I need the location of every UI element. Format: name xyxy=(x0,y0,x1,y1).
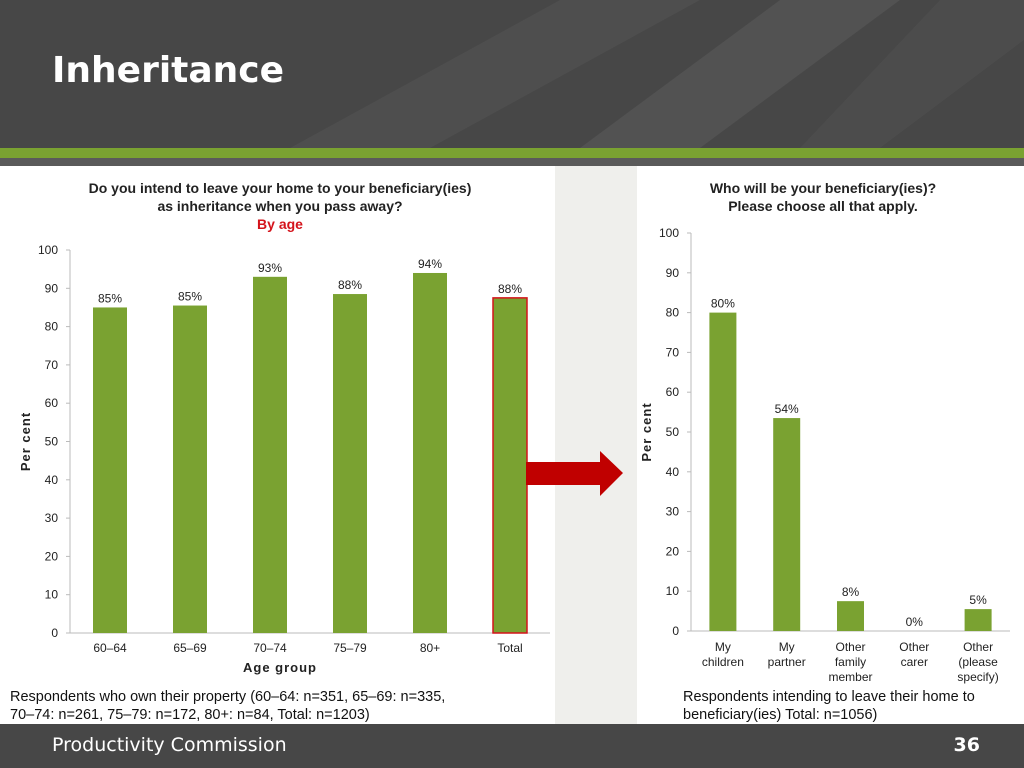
right-category-label: partner xyxy=(768,655,806,669)
right-y-tick-label: 40 xyxy=(666,465,680,479)
slide-footer: Productivity Commission 36 xyxy=(0,724,1024,768)
left-data-label: 85% xyxy=(98,291,122,305)
right-category-label: My xyxy=(779,640,795,654)
right-y-tick-label: 100 xyxy=(659,226,679,240)
right-chart-title: Who will be your beneficiary(ies)? Pleas… xyxy=(660,179,986,215)
right-category-label: Other xyxy=(835,640,865,654)
right-data-label: 8% xyxy=(842,585,860,599)
left-bar xyxy=(492,297,528,634)
left-bar xyxy=(253,276,287,633)
left-data-label: 93% xyxy=(258,261,282,275)
left-category-label: Total xyxy=(497,641,522,655)
left-y-tick-label: 50 xyxy=(45,435,59,449)
left-bar-chart: 0 10 20 30 40 50 60 70 80 90 100 Per cent Age group 8… xyxy=(18,243,550,675)
left-x-axis-label: Age group xyxy=(243,660,317,675)
left-data-label: 88% xyxy=(338,278,362,292)
header-decoration xyxy=(290,0,1024,148)
left-category-label: 65–69 xyxy=(173,641,207,655)
left-y-tick-label: 0 xyxy=(51,626,58,640)
left-y-tick-label: 40 xyxy=(45,473,59,487)
right-category-label: children xyxy=(702,655,744,669)
arrow-right-icon xyxy=(526,451,623,496)
right-y-tick-label: 90 xyxy=(666,266,680,280)
left-bar xyxy=(413,272,447,633)
right-y-tick-label: 50 xyxy=(666,425,680,439)
right-y-tick-label: 70 xyxy=(666,345,680,359)
right-category-label: carer xyxy=(901,655,928,669)
right-bar xyxy=(837,601,864,631)
right-category-label: (please xyxy=(958,655,998,669)
slide-title: Inheritance xyxy=(52,50,285,91)
left-chart-note-line-1: Respondents who own their property (60–6… xyxy=(10,689,446,705)
right-bar xyxy=(709,312,737,631)
left-category-label: 75–79 xyxy=(333,641,367,655)
right-y-tick-label: 10 xyxy=(666,584,680,598)
right-chart-title-line-2: Please choose all that apply. xyxy=(728,198,918,214)
right-bar xyxy=(964,609,992,631)
page-number: 36 xyxy=(953,734,980,756)
left-y-axis-label: Per cent xyxy=(18,412,33,471)
organisation-name: Productivity Commission xyxy=(52,734,287,756)
right-chart-note: Respondents intending to leave their hom… xyxy=(683,688,1013,724)
right-data-label: 54% xyxy=(775,402,799,416)
right-category-label: Other xyxy=(963,640,993,654)
left-y-tick-label: 20 xyxy=(45,549,59,563)
left-category-label: 60–64 xyxy=(93,641,127,655)
right-data-label: 0% xyxy=(906,615,924,629)
left-chart-title-line-1: Do you intend to leave your home to your… xyxy=(88,180,472,196)
right-y-tick-label: 20 xyxy=(666,544,680,558)
right-category-label: family xyxy=(835,655,866,669)
left-chart-subtitle: By age xyxy=(257,216,303,232)
left-category-label: 70–74 xyxy=(253,641,287,655)
left-bar xyxy=(173,305,207,633)
left-chart-note-line-2: 70–74: n=261, 75–79: n=172, 80+: n=84, T… xyxy=(10,707,370,723)
right-chart-note-line-2: beneficiary(ies) Total: n=1056) xyxy=(683,707,878,723)
right-chart-title-line-1: Who will be your beneficiary(ies)? xyxy=(709,180,937,196)
left-bar xyxy=(333,294,367,633)
right-bar xyxy=(773,418,801,631)
right-data-label: 5% xyxy=(969,593,987,607)
left-chart-note: Respondents who own their property (60–6… xyxy=(10,688,550,724)
left-category-label: 80+ xyxy=(420,641,440,655)
right-chart-note-line-1: Respondents intending to leave their hom… xyxy=(683,689,975,705)
left-y-tick-label: 100 xyxy=(38,243,58,257)
right-category-label: My xyxy=(715,640,731,654)
left-data-label: 88% xyxy=(498,282,522,296)
header-shadow-stripe xyxy=(0,158,1024,166)
left-data-label: 94% xyxy=(418,257,442,271)
left-y-tick-label: 80 xyxy=(45,320,59,334)
right-data-label: 80% xyxy=(711,297,735,311)
left-chart-title-line-2: as inheritance when you pass away? xyxy=(157,198,403,214)
left-y-tick-label: 70 xyxy=(45,358,59,372)
right-y-tick-label: 30 xyxy=(666,505,680,519)
slide-header: Inheritance xyxy=(0,0,1024,148)
left-y-tick-label: 60 xyxy=(45,396,59,410)
left-y-tick-label: 30 xyxy=(45,511,59,525)
right-y-tick-label: 0 xyxy=(672,624,679,638)
right-category-label: Other xyxy=(899,640,929,654)
right-y-tick-label: 60 xyxy=(666,385,680,399)
left-y-tick-label: 90 xyxy=(45,281,59,295)
right-y-axis-label: Per cent xyxy=(639,402,654,461)
left-chart-title: Do you intend to leave your home to your… xyxy=(20,179,540,233)
right-category-label: specify) xyxy=(957,670,998,684)
left-y-tick-label: 10 xyxy=(45,588,59,602)
left-bar xyxy=(93,307,127,633)
header-accent-stripe xyxy=(0,148,1024,158)
right-category-label: member xyxy=(828,670,872,684)
right-y-tick-label: 80 xyxy=(666,306,680,320)
left-data-label: 85% xyxy=(178,290,202,304)
